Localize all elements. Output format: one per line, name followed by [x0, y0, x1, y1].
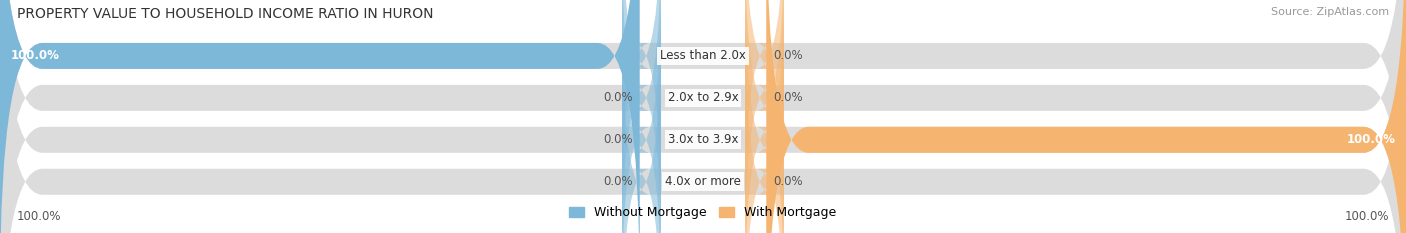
FancyBboxPatch shape: [745, 0, 785, 233]
Text: 100.0%: 100.0%: [17, 210, 62, 223]
Legend: Without Mortgage, With Mortgage: Without Mortgage, With Mortgage: [564, 201, 842, 224]
FancyBboxPatch shape: [766, 0, 1406, 233]
Text: 0.0%: 0.0%: [603, 175, 633, 188]
Text: Less than 2.0x: Less than 2.0x: [659, 49, 747, 62]
FancyBboxPatch shape: [745, 0, 785, 233]
Text: 0.0%: 0.0%: [773, 91, 803, 104]
Text: Source: ZipAtlas.com: Source: ZipAtlas.com: [1271, 7, 1389, 17]
Text: 3.0x to 3.9x: 3.0x to 3.9x: [668, 133, 738, 146]
FancyBboxPatch shape: [621, 27, 661, 233]
FancyBboxPatch shape: [621, 0, 661, 233]
Text: 0.0%: 0.0%: [603, 133, 633, 146]
Text: 100.0%: 100.0%: [1347, 133, 1395, 146]
FancyBboxPatch shape: [621, 0, 661, 233]
FancyBboxPatch shape: [745, 0, 785, 211]
Text: 0.0%: 0.0%: [773, 49, 803, 62]
Text: 2.0x to 2.9x: 2.0x to 2.9x: [668, 91, 738, 104]
Text: PROPERTY VALUE TO HOUSEHOLD INCOME RATIO IN HURON: PROPERTY VALUE TO HOUSEHOLD INCOME RATIO…: [17, 7, 433, 21]
FancyBboxPatch shape: [0, 0, 640, 233]
Text: 100.0%: 100.0%: [10, 49, 59, 62]
Text: 0.0%: 0.0%: [603, 91, 633, 104]
Text: 0.0%: 0.0%: [773, 175, 803, 188]
Text: 4.0x or more: 4.0x or more: [665, 175, 741, 188]
Text: 100.0%: 100.0%: [1344, 210, 1389, 223]
FancyBboxPatch shape: [745, 27, 785, 233]
FancyBboxPatch shape: [621, 0, 661, 211]
